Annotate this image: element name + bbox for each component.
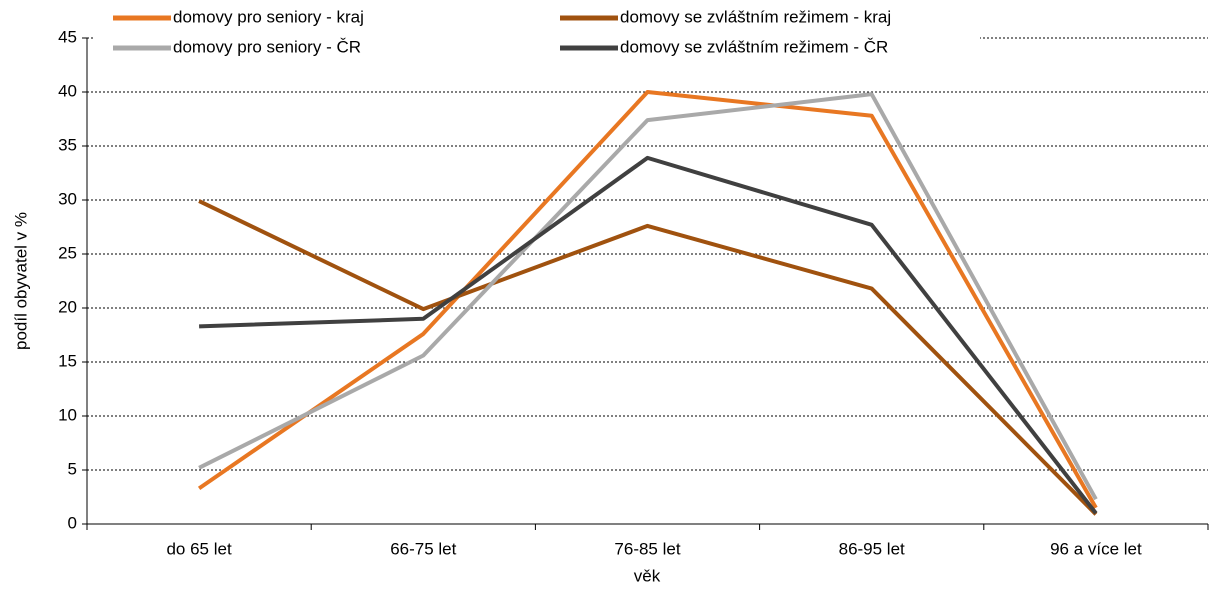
y-tick-label: 45: [58, 27, 77, 46]
y-tick-label: 25: [58, 243, 77, 262]
series-line: [198, 199, 1098, 516]
legend-label: domovy pro seniory - ČR: [173, 37, 361, 56]
series-line: [199, 155, 1098, 515]
series-line: [198, 92, 1098, 501]
y-tick-label: 20: [58, 297, 77, 316]
y-tick-label: 35: [58, 135, 77, 154]
y-tick-label: 10: [58, 405, 77, 424]
y-tick-label: 30: [58, 189, 77, 208]
y-tick-label: 15: [58, 351, 77, 370]
legend-label: domovy pro seniory - kraj: [173, 7, 364, 26]
y-tick-label: 40: [58, 81, 77, 100]
y-axis-label: podíl obyvatel v %: [11, 212, 30, 350]
series-line: [197, 90, 1098, 509]
legend-label: domovy se zvláštním režimem - ČR: [620, 37, 888, 56]
x-tick-label: do 65 let: [166, 539, 231, 558]
x-axis-label: věk: [634, 566, 661, 585]
legend-label: domovy se zvláštním režimem - kraj: [620, 7, 891, 26]
y-tick-label: 0: [68, 513, 77, 532]
x-tick-label: 96 a více let: [1050, 539, 1142, 558]
y-tick-label: 5: [68, 459, 77, 478]
x-tick-label: 66-75 let: [390, 539, 456, 558]
x-tick-label: 86-95 let: [839, 539, 905, 558]
legend-box: [95, 2, 980, 64]
x-tick-label: 76-85 let: [614, 539, 680, 558]
